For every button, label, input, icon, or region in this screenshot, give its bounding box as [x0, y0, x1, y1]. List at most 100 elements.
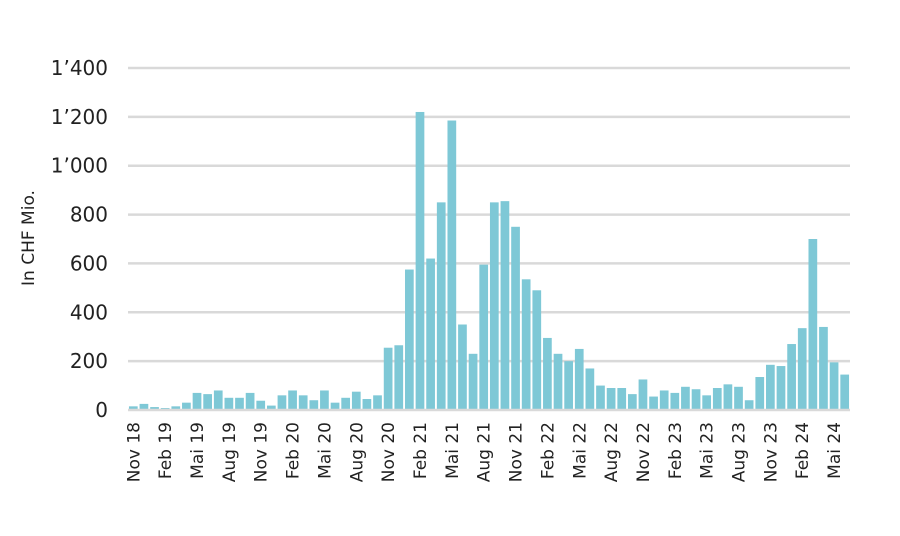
x-tick-label: Mai 24	[825, 422, 845, 479]
bar	[351, 391, 361, 410]
bar	[203, 394, 212, 410]
bar	[532, 290, 542, 410]
bar	[383, 347, 393, 410]
bar	[436, 202, 446, 410]
x-tick-label: Nov 22	[634, 422, 654, 482]
bar	[458, 324, 467, 410]
x-tick-label: Feb 19	[156, 422, 176, 479]
bar	[819, 326, 828, 410]
bar	[213, 390, 223, 410]
bar	[192, 392, 202, 410]
bar	[320, 390, 329, 410]
bar	[776, 366, 786, 410]
bar	[574, 348, 584, 410]
bar	[596, 385, 605, 410]
gridlines	[128, 66, 850, 363]
bar	[797, 328, 807, 410]
y-tick-label: 200	[70, 349, 108, 373]
y-tick-label: 1’400	[51, 56, 108, 80]
bar	[691, 389, 701, 410]
bar	[362, 399, 372, 410]
y-tick-label: 1’000	[51, 154, 108, 178]
bar	[840, 374, 850, 410]
bar	[415, 111, 425, 410]
y-axis-label: In CHF Mio.	[19, 190, 39, 286]
bar	[489, 202, 499, 410]
x-tick-label: Mai 23	[698, 422, 718, 479]
x-tick-label: Aug 21	[475, 422, 495, 482]
x-tick-label: Feb 21	[411, 422, 431, 479]
x-tick-label: Aug 20	[347, 422, 367, 482]
bar	[182, 402, 191, 410]
bar	[150, 407, 159, 410]
bar	[288, 390, 297, 410]
bar	[341, 397, 351, 410]
x-tick-label: Mai 19	[188, 422, 208, 479]
x-tick-label: Nov 20	[379, 422, 399, 482]
bar	[681, 386, 690, 410]
bar	[277, 395, 287, 410]
bar	[649, 396, 658, 410]
bar	[394, 345, 404, 410]
x-tick-label: Mai 20	[315, 422, 335, 479]
bars	[128, 111, 850, 411]
bar	[224, 397, 234, 410]
bar	[256, 400, 266, 410]
bar	[787, 344, 796, 410]
bar	[521, 279, 531, 410]
bar	[405, 269, 414, 410]
x-tick-label: Aug 19	[220, 422, 240, 482]
x-tick-label: Nov 23	[761, 422, 781, 482]
bar	[330, 402, 340, 410]
x-tick-label: Nov 19	[252, 422, 272, 482]
bar	[670, 392, 680, 410]
x-tick-label: Feb 24	[793, 422, 813, 479]
bar	[468, 353, 478, 410]
bar	[511, 226, 520, 410]
x-tick-label: Nov 21	[507, 422, 527, 482]
x-tick-label: Mai 22	[570, 422, 590, 479]
bar	[744, 400, 754, 410]
x-tick-label: Aug 22	[602, 422, 622, 482]
bar	[139, 403, 149, 410]
y-axis-ticks: 0 200 400 600 800 1’000 1’200 1’400	[51, 56, 108, 422]
bar	[723, 384, 733, 410]
bar	[245, 392, 255, 410]
bar	[712, 388, 722, 410]
x-tick-label: Feb 22	[538, 422, 558, 479]
bar	[553, 353, 563, 410]
bar	[638, 379, 648, 410]
y-tick-label: 400	[70, 300, 108, 324]
y-tick-label: 0	[95, 398, 108, 422]
bar	[564, 361, 573, 410]
bar	[128, 406, 138, 410]
bar	[585, 368, 595, 410]
y-tick-label: 800	[70, 203, 108, 227]
bar	[766, 364, 775, 410]
bar	[627, 394, 637, 410]
bar	[755, 377, 765, 410]
bar	[235, 397, 244, 410]
bar	[617, 388, 627, 410]
bar	[298, 395, 308, 410]
y-tick-label: 600	[70, 251, 108, 275]
bar	[309, 400, 319, 410]
bar	[702, 395, 712, 410]
bar	[808, 239, 818, 410]
bar	[734, 386, 743, 410]
bar	[500, 201, 510, 410]
x-tick-label: Nov 18	[124, 422, 144, 482]
bar	[426, 258, 435, 410]
bar	[266, 405, 276, 410]
x-tick-label: Feb 20	[284, 422, 304, 479]
x-tick-label: Feb 23	[666, 422, 686, 479]
bar	[447, 120, 457, 411]
x-tick-label: Mai 21	[443, 422, 463, 479]
bar	[479, 264, 489, 410]
bar	[606, 388, 616, 410]
x-axis-ticks: Nov 18 Feb 19 Mai 19 Aug 19 Nov 19 Feb 20 Mai …	[124, 422, 845, 482]
bar	[543, 337, 552, 410]
bar	[171, 406, 181, 410]
y-tick-label: 1’200	[51, 105, 108, 129]
